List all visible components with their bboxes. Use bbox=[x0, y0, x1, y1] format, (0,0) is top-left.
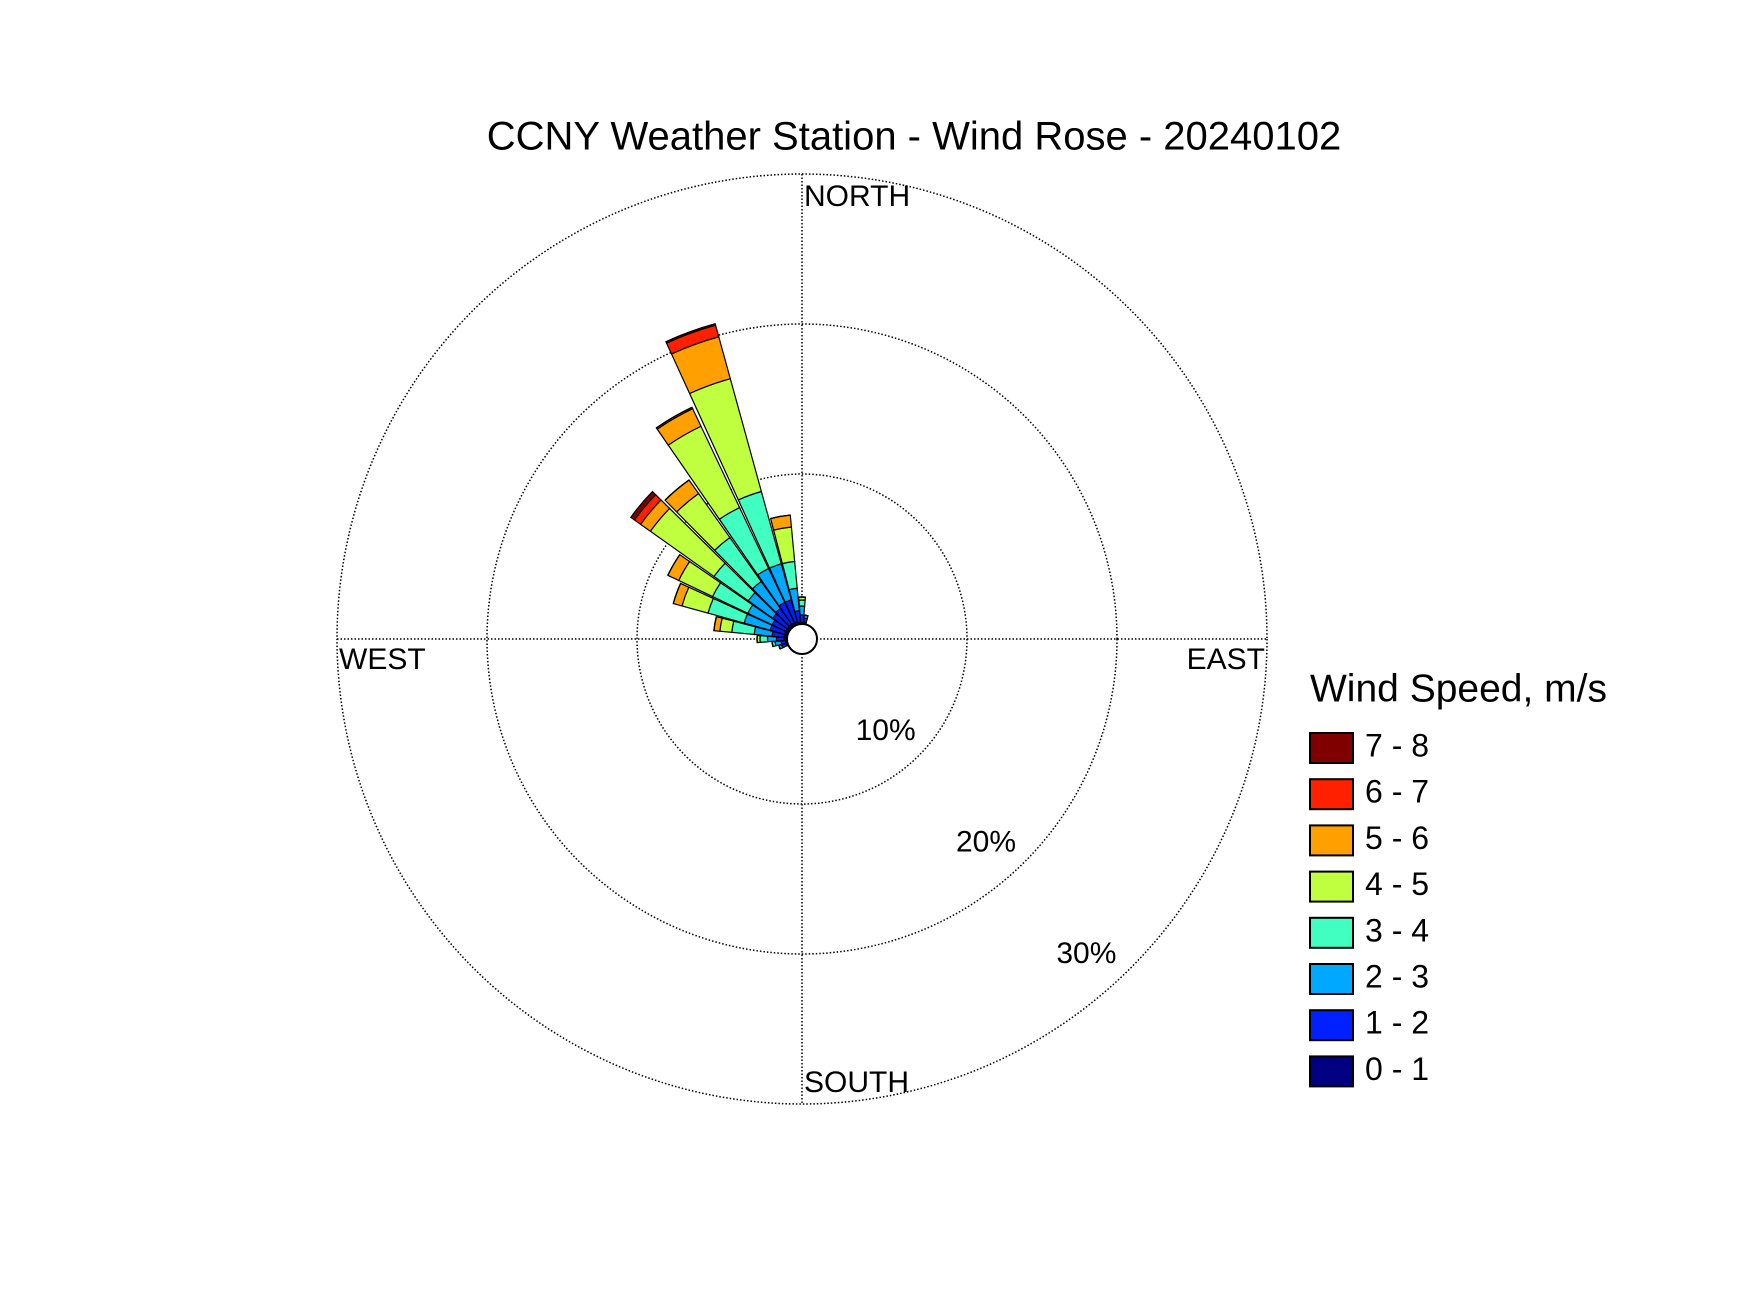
legend-label: 1 - 2 bbox=[1365, 1005, 1429, 1041]
grid-ring bbox=[636, 473, 968, 805]
legend-label: 0 - 1 bbox=[1365, 1051, 1429, 1087]
wedge bbox=[665, 323, 717, 344]
wedge bbox=[672, 583, 682, 604]
legend-label: 4 - 5 bbox=[1365, 866, 1429, 902]
grid-ring bbox=[486, 323, 1118, 955]
wedge bbox=[713, 616, 717, 631]
legend-label: 5 - 6 bbox=[1365, 820, 1429, 856]
wedge bbox=[629, 490, 657, 521]
direction-label: NORTH bbox=[804, 180, 910, 213]
r-tick-label: 20% bbox=[956, 825, 1016, 858]
legend-swatch bbox=[1309, 1055, 1354, 1088]
chart-title: CCNY Weather Station - Wind Rose - 20240… bbox=[487, 115, 1342, 159]
wedge bbox=[798, 605, 806, 616]
legend-label: 6 - 7 bbox=[1365, 774, 1429, 810]
legend-swatch bbox=[1309, 824, 1354, 857]
legend-swatch bbox=[1309, 1009, 1354, 1042]
grid-ring bbox=[336, 173, 1268, 1105]
r-tick-label: 30% bbox=[1056, 937, 1116, 970]
direction-label: EAST bbox=[1187, 643, 1265, 676]
legend-swatch bbox=[1309, 732, 1354, 764]
wedge bbox=[798, 599, 806, 607]
legend-label: 3 - 4 bbox=[1365, 912, 1429, 948]
wedge bbox=[759, 634, 769, 644]
legend-swatch bbox=[1309, 870, 1354, 903]
center-hole bbox=[786, 623, 818, 655]
legend-label: 7 - 8 bbox=[1365, 727, 1429, 763]
r-tick-label: 10% bbox=[856, 714, 916, 747]
wedge bbox=[804, 614, 809, 617]
legend-swatch bbox=[1309, 778, 1354, 811]
legend-title: Wind Speed, m/s bbox=[1310, 667, 1607, 710]
legend-label: 2 - 3 bbox=[1365, 958, 1429, 994]
direction-label: WEST bbox=[339, 643, 426, 676]
wedge bbox=[664, 479, 690, 501]
legend-swatch bbox=[1309, 916, 1354, 949]
direction-label: SOUTH bbox=[804, 1066, 909, 1099]
legend-swatch bbox=[1309, 963, 1354, 995]
